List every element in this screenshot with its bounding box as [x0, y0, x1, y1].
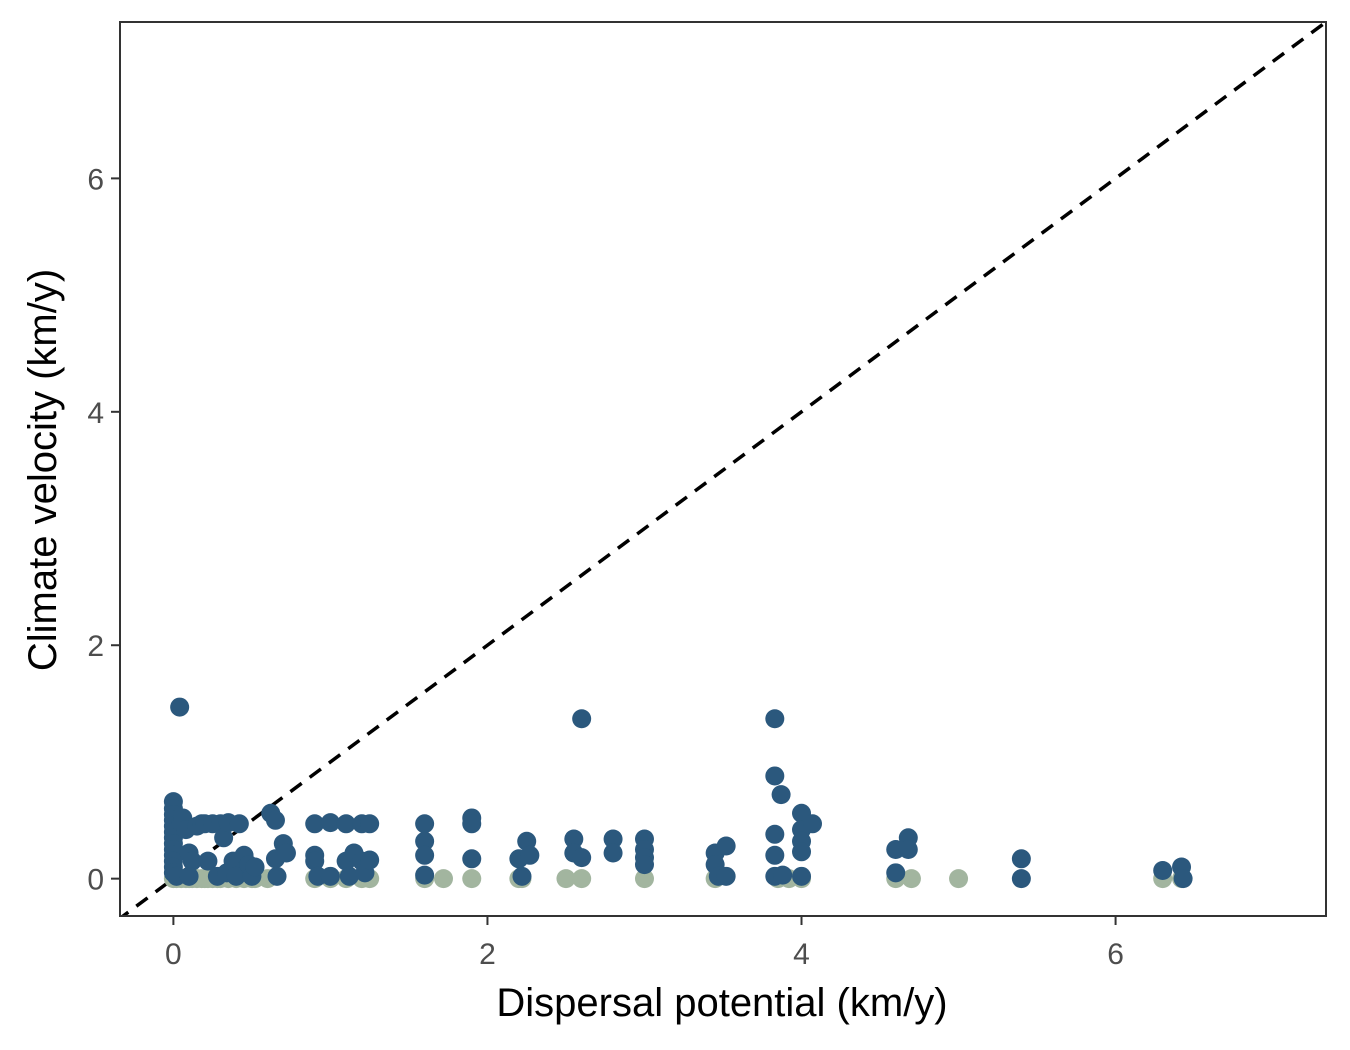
data-point — [520, 845, 540, 865]
data-point — [462, 849, 482, 869]
data-point — [792, 866, 812, 886]
data-point — [792, 842, 812, 862]
data-point — [339, 866, 359, 886]
data-point — [716, 836, 736, 856]
data-point — [803, 814, 823, 834]
data-point — [276, 843, 296, 863]
data-point — [564, 829, 584, 849]
data-point — [360, 850, 380, 870]
data-point — [198, 851, 218, 871]
data-point — [415, 831, 435, 851]
data-point — [336, 814, 356, 834]
data-point — [462, 814, 482, 834]
x-tick-label: 4 — [793, 938, 810, 971]
data-point — [170, 697, 190, 717]
data-point — [716, 866, 736, 886]
data-point — [245, 857, 265, 877]
data-point — [572, 848, 592, 868]
x-tick-label: 0 — [165, 938, 182, 971]
x-tick-label: 6 — [1107, 938, 1124, 971]
data-point — [634, 855, 654, 875]
data-point — [226, 866, 246, 886]
y-tick-label: 6 — [87, 163, 104, 196]
data-point — [765, 766, 785, 786]
data-point — [462, 869, 482, 889]
data-point — [886, 863, 906, 883]
data-point — [765, 824, 785, 844]
data-point — [320, 813, 340, 833]
x-tick-label: 2 — [479, 938, 496, 971]
data-point — [773, 865, 793, 885]
data-point — [771, 785, 791, 805]
data-point — [1173, 869, 1193, 889]
data-point — [765, 845, 785, 865]
data-point — [265, 810, 285, 830]
x-axis: 0 2 4 6 — [165, 916, 1124, 971]
data-point — [572, 869, 592, 889]
data-point — [512, 866, 532, 886]
data-point — [572, 709, 592, 729]
data-point — [898, 839, 918, 859]
plot-panel-border — [119, 21, 1327, 917]
y-axis: 0 2 4 6 — [87, 163, 120, 897]
data-point — [1153, 860, 1173, 880]
y-tick-label: 2 — [87, 630, 104, 663]
x-axis-title: Dispersal potential (km/y) — [496, 981, 947, 1025]
data-point — [229, 814, 249, 834]
points-layer — [163, 697, 1193, 889]
data-point — [433, 869, 453, 889]
data-point — [1011, 869, 1031, 889]
data-point — [603, 829, 623, 849]
data-point — [949, 869, 969, 889]
data-point — [179, 866, 199, 886]
data-point — [901, 869, 921, 889]
data-point — [305, 814, 325, 834]
data-point — [182, 851, 202, 871]
data-point — [305, 851, 325, 871]
data-point — [634, 869, 654, 889]
data-point — [415, 865, 435, 885]
data-point — [360, 814, 380, 834]
data-point — [1011, 849, 1031, 869]
y-tick-label: 0 — [87, 864, 104, 897]
data-point — [603, 843, 623, 863]
data-point — [415, 845, 435, 865]
data-point — [556, 869, 576, 889]
y-tick-label: 4 — [87, 397, 104, 430]
y-axis-title: Climate velocity (km/y) — [21, 269, 65, 671]
data-point — [320, 866, 340, 886]
data-point — [765, 709, 785, 729]
data-point — [267, 866, 287, 886]
data-point — [214, 828, 234, 848]
data-point — [415, 814, 435, 834]
